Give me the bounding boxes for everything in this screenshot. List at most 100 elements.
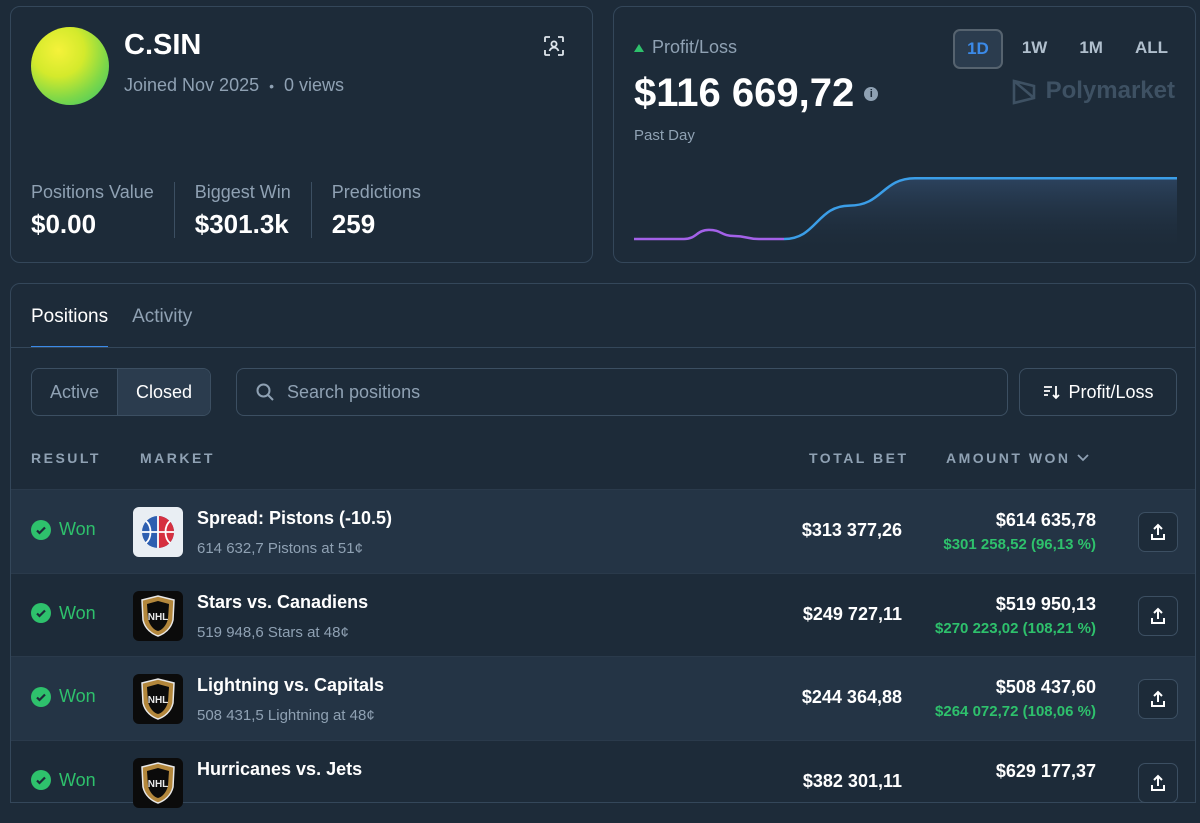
profile-meta: Joined Nov 2025 • 0 views: [124, 75, 344, 96]
total-bet: $313 377,26: [802, 520, 902, 541]
brand-watermark: Polymarket: [1010, 77, 1175, 105]
result-won: Won: [31, 603, 96, 624]
search-box: [236, 368, 1008, 416]
result-label: Won: [59, 519, 96, 540]
col-result: RESULT: [31, 450, 101, 466]
result-label: Won: [59, 603, 96, 624]
market-title[interactable]: Stars vs. Canadiens: [197, 592, 368, 613]
pnl-amount: $116 669,72: [634, 71, 854, 116]
share-icon: [1149, 523, 1167, 541]
share-button[interactable]: [1138, 596, 1178, 636]
qr-scan-icon[interactable]: [543, 35, 565, 57]
market-subtitle: 519 948,6 Stars at 48¢: [197, 624, 349, 641]
profit-amount: $264 072,72 (108,06 %): [935, 703, 1096, 720]
stat-predictions: Predictions 259: [332, 182, 441, 238]
total-bet: $249 727,11: [803, 604, 902, 625]
result-label: Won: [59, 686, 96, 707]
amount-won: $614 635,78: [996, 510, 1096, 531]
range-tab-all[interactable]: ALL: [1122, 29, 1181, 69]
market-subtitle: 614 632,7 Pistons at 51¢: [197, 540, 363, 557]
info-icon[interactable]: i: [864, 87, 878, 101]
nhl-shield-icon: NHL: [133, 758, 183, 808]
range-tab-1d[interactable]: 1D: [953, 29, 1003, 69]
filter-closed-button[interactable]: Closed: [117, 369, 210, 415]
profile-stats: Positions Value $0.00 Biggest Win $301.3…: [31, 182, 461, 238]
col-amount-won[interactable]: AMOUNT WON: [946, 450, 1089, 466]
status-toggle: Active Closed: [31, 368, 211, 416]
pnl-period: Past Day: [634, 127, 695, 144]
share-icon: [1149, 774, 1167, 792]
sort-button[interactable]: Profit/Loss: [1019, 368, 1177, 416]
market-title[interactable]: Spread: Pistons (-10.5): [197, 508, 392, 529]
table-row[interactable]: Won Spread: Pistons (-10.5) 614 632,7 Pi…: [11, 489, 1195, 573]
col-amount-won-label: AMOUNT WON: [946, 450, 1071, 466]
nba-basketball-icon: [133, 507, 183, 557]
nhl-shield-icon: NHL: [133, 591, 183, 641]
search-icon: [255, 382, 275, 402]
amount-won: $629 177,37: [996, 761, 1096, 782]
filter-active-button[interactable]: Active: [32, 369, 117, 415]
stat-biggest-win: Biggest Win $301.3k: [195, 182, 312, 238]
joined-date: Joined Nov 2025: [124, 75, 259, 96]
amount-won: $519 950,13: [996, 594, 1096, 615]
username: C.SIN: [124, 29, 201, 62]
share-button[interactable]: [1138, 512, 1178, 552]
chart-area-fill: [784, 178, 1177, 247]
stat-positions-value: Positions Value $0.00: [31, 182, 175, 238]
check-circle-icon: [31, 520, 51, 540]
brand-name: Polymarket: [1046, 77, 1175, 105]
check-circle-icon: [31, 770, 51, 790]
tabs-divider: [11, 347, 1195, 348]
market-subtitle: 508 431,5 Lightning at 48¢: [197, 707, 375, 724]
result-won: Won: [31, 519, 96, 540]
pnl-label-text: Profit/Loss: [652, 37, 737, 58]
positions-panel: Positions Activity Active Closed Profit/…: [10, 283, 1196, 803]
table-row[interactable]: Won NHL Lightning vs. Capitals 508 431,5…: [11, 656, 1195, 740]
result-won: Won: [31, 770, 96, 791]
tab-activity[interactable]: Activity: [132, 284, 192, 348]
profile-card: C.SIN Joined Nov 2025 • 0 views Position…: [10, 6, 593, 263]
trend-up-icon: [634, 44, 644, 52]
table-row[interactable]: Won NHL Stars vs. Canadiens 519 948,6 St…: [11, 573, 1195, 657]
positions-tabs: Positions Activity: [31, 284, 192, 348]
sort-label: Profit/Loss: [1068, 382, 1153, 403]
nhl-logo-text: NHL: [148, 695, 169, 706]
check-circle-icon: [31, 603, 51, 623]
pnl-chart: [634, 167, 1177, 247]
share-icon: [1149, 690, 1167, 708]
col-market: MARKET: [140, 450, 215, 466]
view-count: 0 views: [284, 75, 344, 96]
chart-line-before: [634, 230, 784, 239]
stat-value: $0.00: [31, 209, 154, 240]
profit-amount: $270 223,02 (108,21 %): [935, 620, 1096, 637]
market-title[interactable]: Hurricanes vs. Jets: [197, 759, 362, 780]
check-circle-icon: [31, 687, 51, 707]
tab-positions[interactable]: Positions: [31, 284, 108, 348]
result-won: Won: [31, 686, 96, 707]
total-bet: $244 364,88: [802, 687, 902, 708]
nhl-logo-text: NHL: [148, 612, 169, 623]
share-button[interactable]: [1138, 763, 1178, 803]
search-input[interactable]: [287, 382, 887, 403]
table-row[interactable]: Won NHL Hurricanes vs. Jets $382 301,11 …: [11, 740, 1195, 823]
col-total-bet[interactable]: TOTAL BET: [809, 450, 909, 466]
sort-icon: [1042, 383, 1060, 401]
polymarket-logo-icon: [1010, 77, 1038, 105]
pnl-card: Profit/Loss $116 669,72 i Past Day 1D 1W…: [613, 6, 1196, 263]
range-tab-1m[interactable]: 1M: [1066, 29, 1116, 69]
stat-value: 259: [332, 209, 421, 240]
stat-label: Predictions: [332, 182, 421, 203]
market-title[interactable]: Lightning vs. Capitals: [197, 675, 384, 696]
stat-value: $301.3k: [195, 209, 291, 240]
stat-label: Positions Value: [31, 182, 154, 203]
share-button[interactable]: [1138, 679, 1178, 719]
result-label: Won: [59, 770, 96, 791]
range-tab-1w[interactable]: 1W: [1009, 29, 1061, 69]
pnl-label: Profit/Loss: [634, 37, 737, 58]
nhl-shield-icon: NHL: [133, 674, 183, 724]
chevron-down-icon: [1077, 454, 1089, 462]
avatar: [31, 27, 109, 105]
pnl-value: $116 669,72 i: [634, 71, 878, 116]
amount-won: $508 437,60: [996, 677, 1096, 698]
total-bet: $382 301,11: [803, 771, 902, 792]
